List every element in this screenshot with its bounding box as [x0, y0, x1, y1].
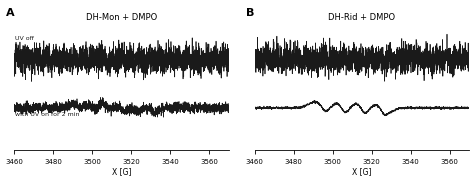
Text: with UV on for 2 min: with UV on for 2 min [15, 112, 80, 117]
Text: B: B [246, 8, 255, 18]
Title: DH-Mon + DMPO: DH-Mon + DMPO [86, 13, 157, 22]
Text: UV off: UV off [15, 36, 34, 41]
X-axis label: X [G]: X [G] [112, 168, 131, 177]
Text: A: A [6, 8, 14, 18]
X-axis label: X [G]: X [G] [352, 168, 372, 177]
Title: DH-Rid + DMPO: DH-Rid + DMPO [328, 13, 395, 22]
